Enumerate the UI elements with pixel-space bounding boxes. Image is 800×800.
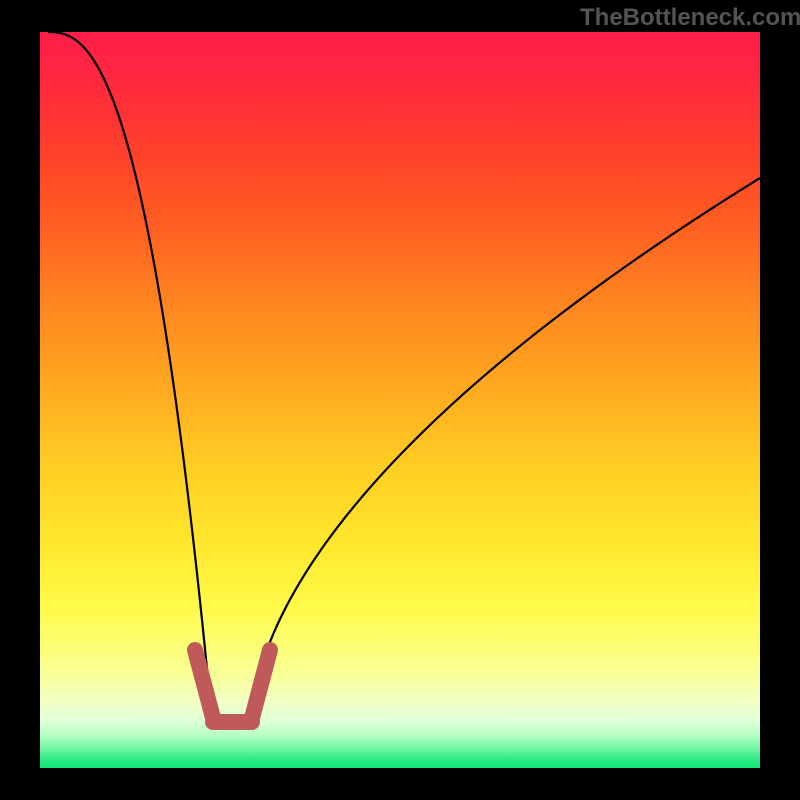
bottleneck-chart <box>0 0 800 800</box>
gradient-background <box>40 32 760 768</box>
frame-bottom <box>0 768 800 800</box>
frame-right <box>760 0 800 800</box>
watermark-text: TheBottleneck.com <box>580 4 800 32</box>
frame-left <box>0 0 40 800</box>
